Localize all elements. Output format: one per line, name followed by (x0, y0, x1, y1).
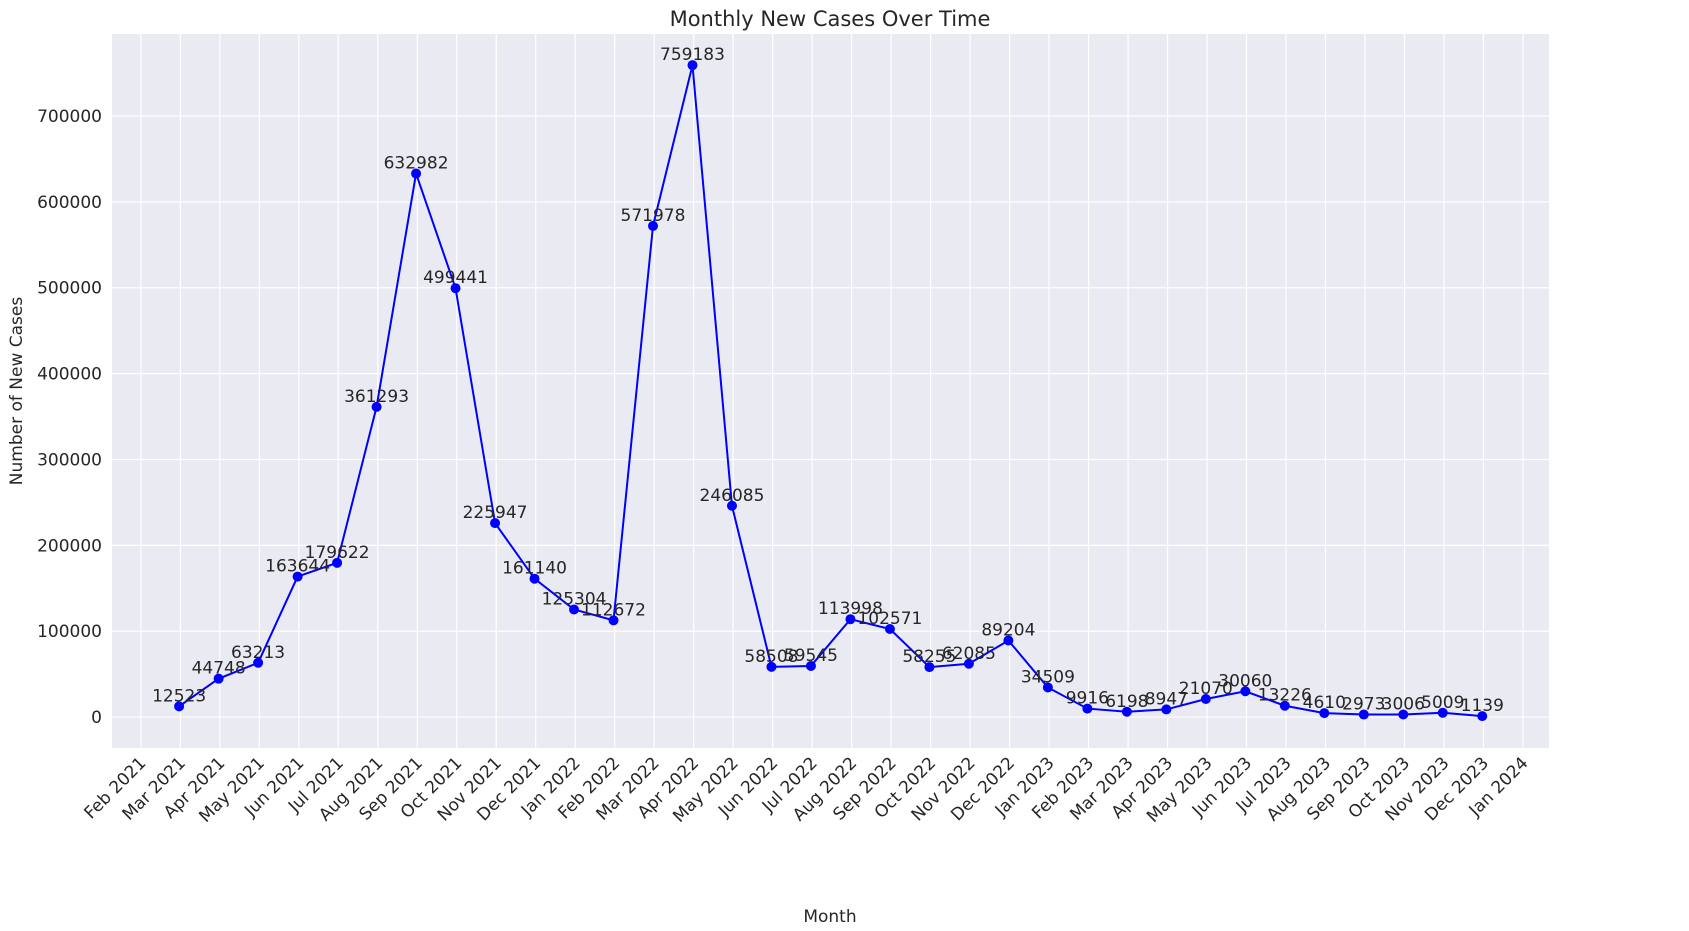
data-label: 62085 (942, 644, 996, 664)
data-label: 4610 (1303, 693, 1346, 713)
data-label: 161140 (502, 559, 567, 579)
data-label: 13226 (1258, 686, 1312, 706)
y-tick-label: 400000 (37, 365, 102, 385)
data-label: 632982 (384, 154, 449, 174)
data-point (490, 518, 501, 529)
y-tick-label: 100000 (37, 622, 102, 642)
data-point (647, 220, 658, 231)
data-point (1437, 707, 1448, 718)
data-label: 63213 (231, 643, 285, 663)
data-point (213, 673, 224, 684)
data-label: 2973 (1342, 695, 1385, 715)
data-label: 6198 (1105, 692, 1148, 712)
data-point (411, 168, 422, 179)
data-point (726, 500, 737, 511)
data-label: 58508 (744, 647, 798, 667)
data-label: 9916 (1066, 689, 1109, 709)
y-tick-label: 700000 (37, 107, 102, 127)
y-tick-label: 300000 (37, 450, 102, 470)
data-point (332, 557, 343, 568)
data-label: 571978 (621, 206, 686, 226)
data-point (1161, 704, 1172, 715)
plot-area (112, 34, 1549, 748)
y-tick-label: 500000 (37, 279, 102, 299)
data-point (174, 701, 185, 712)
data-label: 59545 (784, 646, 838, 666)
data-label: 759183 (660, 45, 725, 65)
data-point (292, 571, 303, 582)
data-point (805, 660, 816, 671)
data-label: 246085 (700, 486, 765, 506)
data-point (608, 615, 619, 626)
y-tick-label: 0 (91, 708, 102, 728)
chart-title: Monthly New Cases Over Time (670, 7, 991, 31)
data-point (1477, 711, 1488, 722)
data-point (253, 657, 264, 668)
data-point (1319, 708, 1330, 719)
x-axis-label: Month (803, 907, 856, 927)
data-label: 361293 (344, 387, 409, 407)
data-label: 89204 (981, 620, 1035, 640)
line (178, 64, 1483, 718)
y-tick-label: 200000 (37, 536, 102, 556)
data-point (450, 283, 461, 294)
data-label: 21070 (1179, 679, 1233, 699)
data-label: 30060 (1218, 671, 1272, 691)
data-point (1003, 635, 1014, 646)
data-point (1240, 686, 1251, 697)
data-label: 5009 (1421, 693, 1464, 713)
data-label: 44748 (192, 659, 246, 679)
data-label: 225947 (463, 503, 528, 523)
y-tick-label: 600000 (37, 193, 102, 213)
data-label: 34509 (1021, 667, 1075, 687)
data-point (1279, 700, 1290, 711)
data-label: 8947 (1145, 689, 1188, 709)
data-point (371, 401, 382, 412)
data-point (569, 604, 580, 615)
data-label: 1139 (1461, 696, 1504, 716)
y-axis-label: Number of New Cases (7, 297, 27, 486)
data-point (687, 60, 698, 71)
data-point (1358, 709, 1369, 720)
data-point (1082, 703, 1093, 714)
data-point (1398, 709, 1409, 720)
data-point (1200, 693, 1211, 704)
data-point (1121, 706, 1132, 717)
data-label: 3006 (1382, 695, 1425, 715)
data-point (884, 624, 895, 635)
data-label: 112672 (581, 600, 646, 620)
data-label: 499441 (423, 268, 488, 288)
data-point (529, 573, 540, 584)
data-label: 125304 (542, 589, 607, 609)
data-point (1042, 682, 1053, 693)
data-label: 102571 (857, 609, 922, 629)
data-label: 163644 (265, 557, 330, 577)
data-point (963, 658, 974, 669)
data-label: 113998 (818, 599, 883, 619)
data-point (924, 662, 935, 673)
data-label: 12523 (152, 686, 206, 706)
data-point (845, 614, 856, 625)
data-label: 58255 (902, 647, 956, 667)
data-point (766, 661, 777, 672)
data-label: 179622 (305, 543, 370, 563)
